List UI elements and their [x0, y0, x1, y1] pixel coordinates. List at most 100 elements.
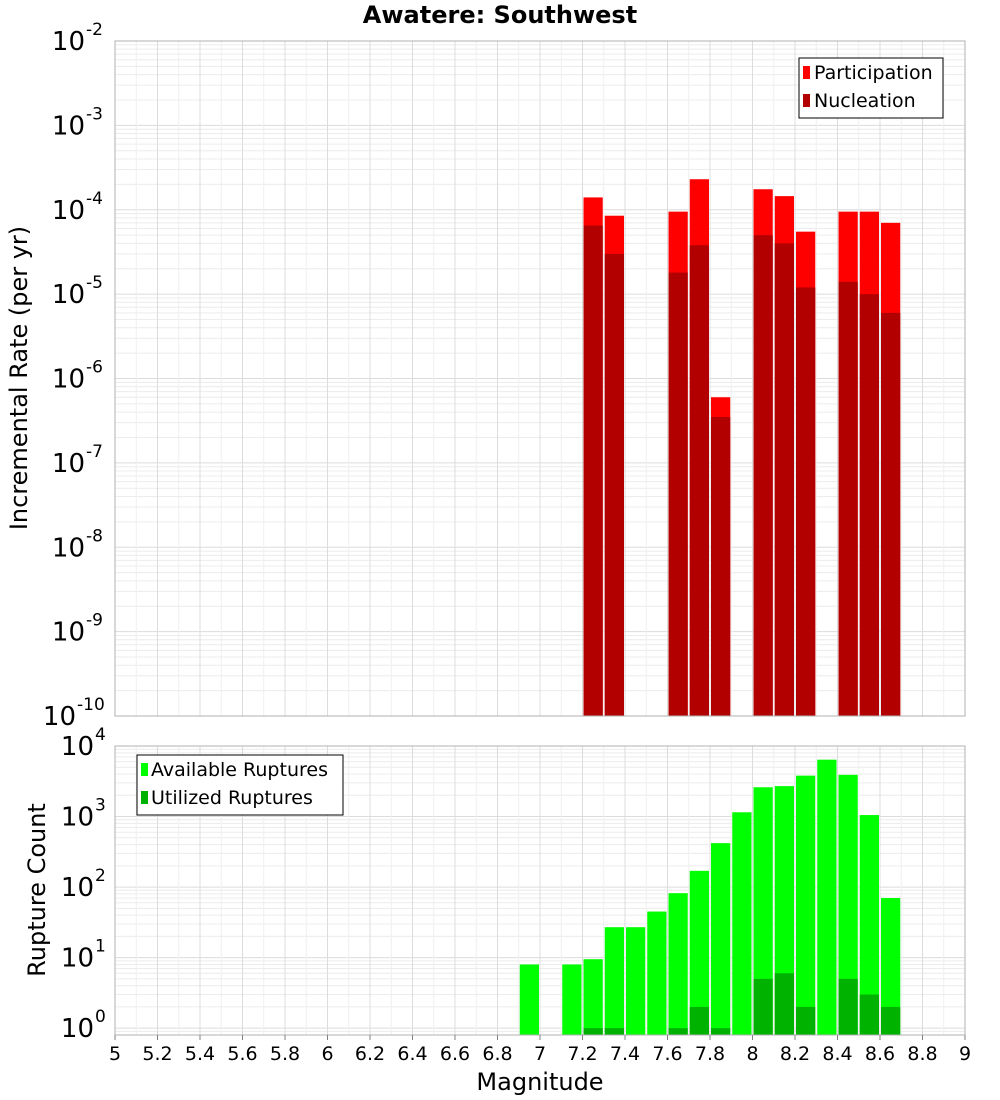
y-tick-exponent: 3	[95, 796, 106, 816]
y-tick-label: 10 -6	[52, 358, 103, 395]
y-tick-exponent: 1	[95, 937, 106, 957]
bar-nucleation	[753, 235, 773, 716]
legend-label-available-ruptures: Available Ruptures	[151, 759, 328, 781]
y-tick-exponent: -8	[86, 526, 103, 546]
y-tick-base: 10	[61, 944, 94, 974]
bar-utilized-ruptures	[753, 978, 773, 1035]
x-tick-label: 5	[109, 1043, 121, 1065]
x-tick-label: 6.2	[355, 1043, 385, 1065]
x-tick-label: 8.6	[865, 1043, 895, 1065]
bar-utilized-ruptures	[774, 973, 794, 1035]
count-bars	[519, 759, 901, 1035]
bar-available-ruptures	[817, 759, 837, 1035]
chart-title: Awatere: Southwest	[363, 1, 637, 29]
bar-nucleation	[774, 243, 794, 717]
rate-grid	[114, 40, 966, 717]
x-tick-label: 5.4	[185, 1043, 215, 1065]
x-tick-label: 9	[959, 1043, 971, 1065]
y-tick-base: 10	[52, 196, 85, 226]
x-tick-label: 7.8	[695, 1043, 725, 1065]
y-tick-base: 10	[52, 111, 85, 141]
bar-available-ruptures	[753, 787, 773, 1035]
bar-utilized-ruptures	[689, 1006, 709, 1035]
y-tick-base: 10	[52, 449, 85, 479]
y-tick-label: 10 -5	[52, 273, 103, 310]
bar-utilized-ruptures	[859, 994, 879, 1035]
y-tick-base: 10	[61, 873, 94, 903]
y-tick-label: 10 4	[61, 725, 106, 762]
y-tick-base: 10	[43, 702, 76, 732]
y-tick-exponent: 0	[95, 1007, 106, 1027]
y-tick-base: 10	[61, 803, 94, 833]
x-tick-label: 7.4	[610, 1043, 640, 1065]
legend-label-utilized-ruptures: Utilized Ruptures	[151, 787, 313, 809]
y-tick-label: 10 -2	[52, 20, 103, 57]
bar-available-ruptures	[626, 927, 646, 1035]
x-tick-label: 8.4	[822, 1043, 852, 1065]
x-tick-label: 8	[746, 1043, 758, 1065]
y-tick-label: 10 -10	[43, 695, 105, 732]
x-tick-label: 8.8	[907, 1043, 937, 1065]
y-tick-exponent: -7	[86, 442, 103, 462]
bar-available-ruptures	[711, 843, 731, 1035]
x-tick-label: 6.6	[440, 1043, 470, 1065]
bar-available-ruptures	[838, 774, 858, 1035]
bar-available-ruptures	[732, 812, 752, 1035]
bar-nucleation	[668, 272, 688, 716]
x-tick-label: 7	[534, 1043, 546, 1065]
bar-utilized-ruptures	[711, 1028, 731, 1035]
x-tick-label: 5.6	[227, 1043, 257, 1065]
bar-available-ruptures	[859, 815, 879, 1035]
y-tick-exponent: -9	[86, 611, 103, 631]
bar-nucleation	[838, 281, 858, 716]
x-axis-ticks: 5 5.2 5.4 5.6 5.8 6 6.2 6.4 6.6 6.8 7 7.2 7.4 7.6 7.8 8…	[109, 1035, 971, 1065]
y-tick-label: 10 -9	[52, 611, 103, 648]
bar-available-ruptures	[774, 786, 794, 1035]
y-tick-label: 10 -4	[52, 189, 103, 226]
y-tick-label: 10 0	[61, 1007, 106, 1044]
bar-nucleation	[604, 253, 624, 716]
count-legend: Available Ruptures Utilized Ruptures	[136, 754, 344, 816]
bar-available-ruptures	[689, 870, 709, 1035]
y-tick-exponent: -2	[86, 20, 103, 40]
y-tick-exponent: -3	[86, 104, 103, 124]
y-tick-base: 10	[61, 1014, 94, 1044]
bar-utilized-ruptures	[583, 1028, 603, 1035]
legend-swatch-nucleation	[803, 94, 810, 107]
bar-available-ruptures	[519, 964, 539, 1035]
x-tick-label: 7.2	[567, 1043, 597, 1065]
x-tick-label: 5.8	[270, 1043, 300, 1065]
y-tick-label: 10 -8	[52, 526, 103, 563]
bar-available-ruptures	[604, 927, 624, 1035]
rate-legend: Participation Nucleation	[798, 57, 944, 119]
count-legend-box	[136, 754, 344, 816]
legend-label-participation: Participation	[814, 62, 933, 84]
x-tick-label: 5.2	[142, 1043, 172, 1065]
bar-utilized-ruptures	[668, 1028, 688, 1035]
legend-swatch-utilized-ruptures	[141, 791, 148, 804]
x-tick-label: 6	[321, 1043, 333, 1065]
y-tick-exponent: -4	[86, 189, 103, 209]
bar-available-ruptures	[668, 893, 688, 1035]
y-tick-base: 10	[61, 732, 94, 762]
bar-available-ruptures	[881, 898, 901, 1035]
y-tick-base: 10	[52, 280, 85, 310]
y-tick-base: 10	[52, 365, 85, 395]
bar-utilized-ruptures	[881, 1006, 901, 1035]
y-tick-exponent: -10	[77, 695, 105, 715]
y-tick-exponent: 4	[95, 725, 106, 745]
legend-swatch-participation	[803, 66, 810, 79]
y-tick-label: 10 -7	[52, 442, 103, 479]
y-tick-label: 10 1	[61, 937, 106, 974]
legend-label-nucleation: Nucleation	[814, 90, 916, 112]
rate-legend-box	[798, 57, 944, 119]
bar-nucleation	[859, 294, 879, 716]
x-tick-label: 7.6	[652, 1043, 682, 1065]
bar-available-ruptures	[583, 959, 603, 1035]
y-tick-label: 10 -3	[52, 104, 103, 141]
bar-utilized-ruptures	[796, 1006, 816, 1035]
